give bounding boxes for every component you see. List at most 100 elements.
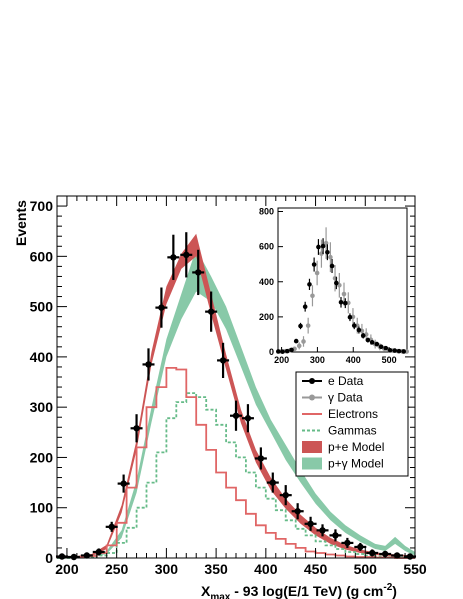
inset-e-data-point <box>374 341 380 347</box>
inset-gamma-marker <box>305 323 311 328</box>
legend-swatch-box <box>302 457 322 470</box>
inset-e-marker <box>275 349 281 354</box>
x-tick-label: 550 <box>403 561 427 577</box>
inset-e-marker <box>307 282 312 287</box>
inset-e-data-point <box>289 347 294 353</box>
y-tick-label: 700 <box>30 198 54 214</box>
inset-e-data-point <box>387 347 393 353</box>
y-tick-label: 400 <box>30 349 54 365</box>
inset-e-marker <box>360 333 366 338</box>
inset-e-marker <box>343 300 348 306</box>
inset-e-marker <box>351 323 357 328</box>
x-tick-label: 350 <box>204 561 228 577</box>
y-tick-label: 300 <box>30 399 54 415</box>
inset-e-data-point <box>316 239 321 255</box>
inset-gamma-marker <box>314 270 320 276</box>
e-data-marker <box>257 455 265 462</box>
e-data-point <box>329 529 342 542</box>
legend-entry-gamma-data: γ Data <box>302 391 363 405</box>
inset-e-data-point <box>293 338 299 344</box>
inset-y-tick-label: 0 <box>269 347 274 357</box>
legend-label: e Data <box>328 374 364 388</box>
inset-e-marker <box>378 344 384 350</box>
main-axes: 200 250 300 350 400 450 500 550 0 100 200 300 400 500… <box>30 195 427 577</box>
e-data-marker <box>282 491 289 499</box>
inset-e-data-point <box>275 349 281 354</box>
inset-gamma-data-point <box>310 285 315 307</box>
inset-gamma-marker <box>310 293 315 299</box>
y-tick-label: 600 <box>30 248 54 264</box>
legend-entry-electrons: Electrons <box>302 407 378 421</box>
inset-e-marker <box>302 304 308 309</box>
e-data-marker <box>145 361 152 368</box>
legend-swatch-marker <box>309 394 315 401</box>
legend-label: Electrons <box>328 407 378 421</box>
e-data-point <box>130 414 143 443</box>
e-data-marker <box>158 304 165 311</box>
e-data-marker <box>307 520 314 528</box>
inset-e-marker <box>347 314 353 320</box>
e-data-point <box>117 474 130 493</box>
legend-entry-gammas: Gammas <box>302 424 377 438</box>
inset-y-tick-label: 400 <box>259 277 274 287</box>
inset-gamma-marker <box>328 254 333 260</box>
inset-e-marker <box>325 249 330 255</box>
inset-e-data-point <box>338 297 344 308</box>
inset-e-data-point <box>369 340 375 345</box>
x-tick-label: 400 <box>254 561 278 577</box>
e-data-marker <box>244 415 252 422</box>
inset-e-marker <box>387 347 393 353</box>
x-tick-label: 450 <box>304 561 328 577</box>
e-data-marker <box>406 553 414 560</box>
inset-e-data-point <box>360 332 366 339</box>
legend-entry-pe-model: p+e Model <box>302 440 384 454</box>
legend-label: γ Data <box>328 391 363 405</box>
inset-e-data-point <box>343 298 348 309</box>
inset-e-data-point <box>329 258 335 273</box>
e-data-point <box>155 287 168 328</box>
inset-e-marker <box>401 349 407 354</box>
inset-e-data-point <box>383 345 389 351</box>
inset-gamma-data-point <box>296 342 302 350</box>
e-data-marker <box>120 480 127 487</box>
e-data-marker <box>183 251 190 259</box>
e-data-point <box>354 542 367 551</box>
inset-e-data-point <box>365 337 371 343</box>
e-data-marker <box>108 523 115 531</box>
e-data-marker <box>170 254 177 261</box>
e-data-point <box>266 472 279 493</box>
inset-e-data-point <box>311 257 317 272</box>
inset-e-marker <box>289 347 294 353</box>
inset-e-data-point <box>351 322 357 330</box>
legend-label: p+γ Model <box>328 457 384 471</box>
e-data-marker <box>369 549 376 557</box>
inset-x-tick-label: 400 <box>346 355 361 365</box>
inset-e-data-point <box>401 349 407 354</box>
inset-e-marker <box>383 345 389 351</box>
e-data-marker <box>70 553 78 561</box>
y-tick-label: 100 <box>30 500 54 516</box>
inset-e-data-point <box>298 322 303 330</box>
e-data-marker <box>58 553 66 560</box>
inset-e-data-point <box>307 278 312 291</box>
electrons-histogram <box>56 367 415 559</box>
e-data-marker <box>332 532 339 539</box>
inset-y-tick-label: 600 <box>259 242 274 252</box>
legend-entry-e-data: e Data <box>302 374 364 388</box>
inset-e-data-point <box>334 276 339 290</box>
e-data-point <box>254 447 267 470</box>
legend-swatch-box <box>302 441 322 453</box>
inset-e-marker <box>316 244 321 250</box>
legend-label: Gammas <box>328 424 377 438</box>
e-data-marker <box>344 539 351 547</box>
inset-e-marker <box>374 341 380 347</box>
y-tick-label: 500 <box>30 299 54 315</box>
inset-y-tick-label: 200 <box>259 312 274 322</box>
inset-e-marker <box>329 263 335 269</box>
inset-gamma-data-point <box>301 336 306 347</box>
legend: e Data γ Data Electrons Gammas p+e Model p+γ … <box>295 371 409 477</box>
e-data-marker <box>319 527 326 534</box>
inset-e-marker <box>365 337 371 343</box>
